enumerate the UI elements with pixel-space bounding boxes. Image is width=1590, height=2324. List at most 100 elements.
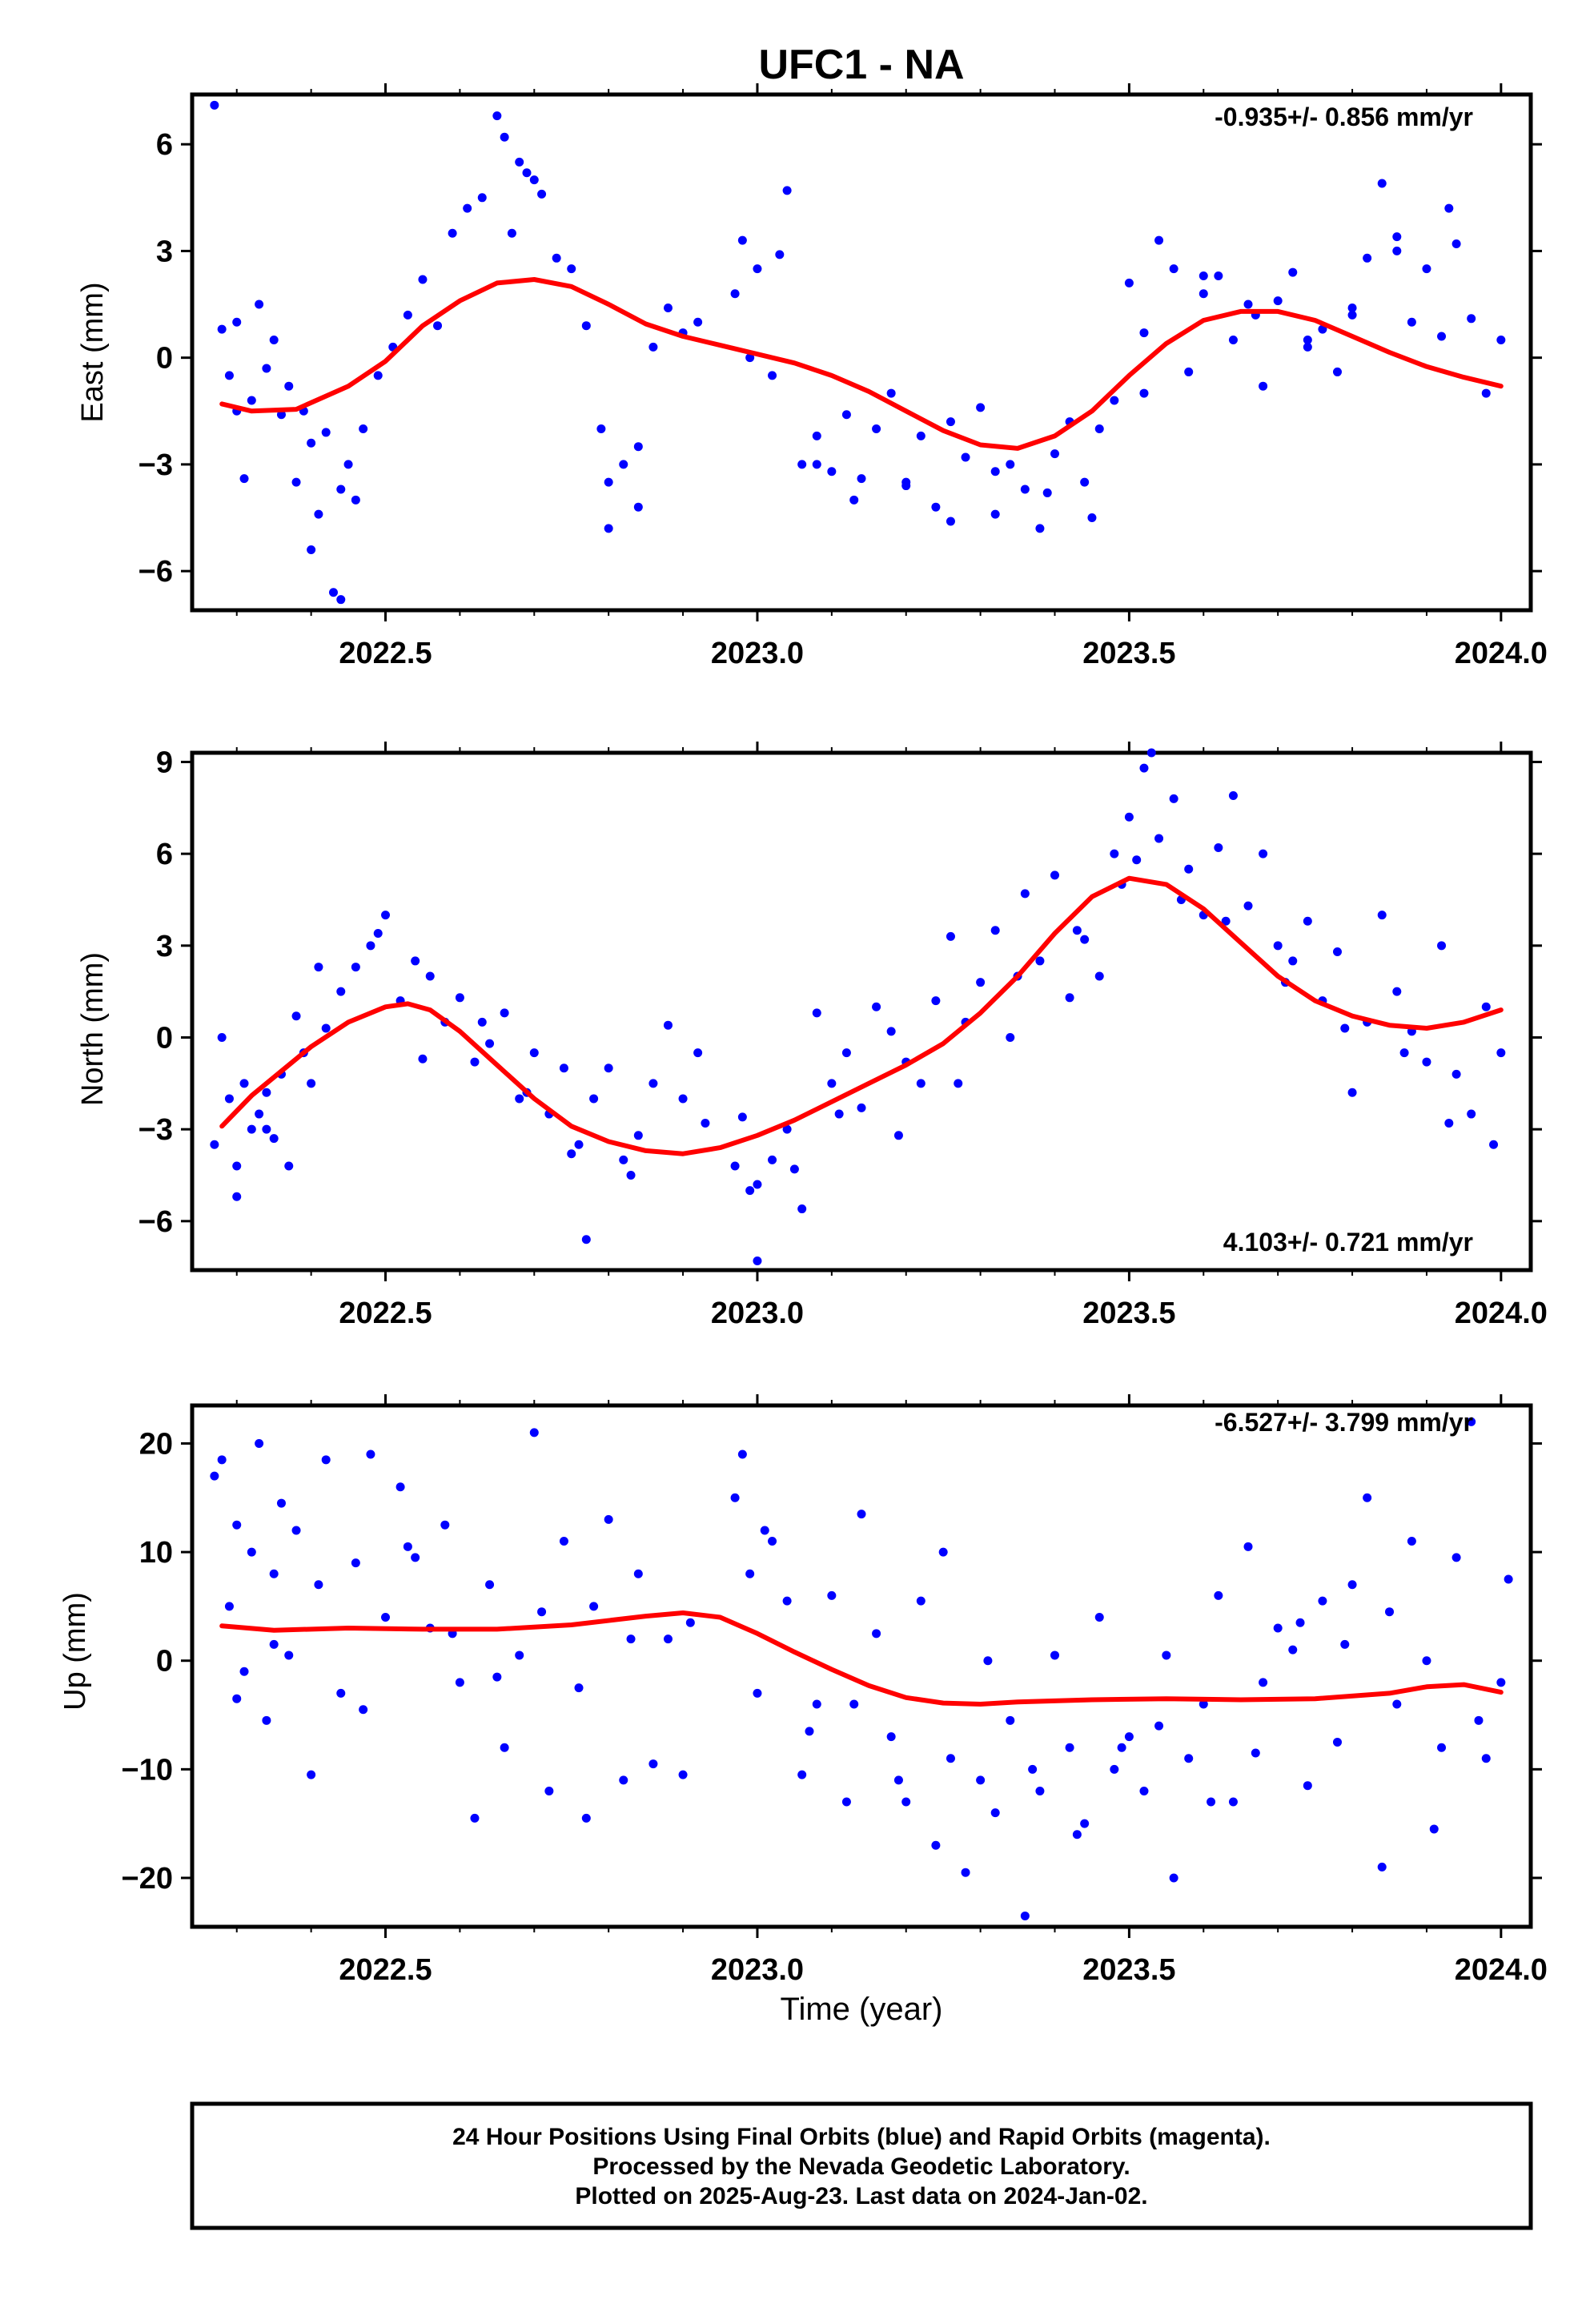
footer-box bbox=[190, 2101, 1533, 2230]
up-data-point bbox=[1392, 1699, 1402, 1709]
north-panel: 2022.5 2023.0 2023.5 2024.0 −6 −3 0 3 6 9 bbox=[139, 742, 1548, 1330]
east-data-point bbox=[403, 310, 412, 320]
east-data-point bbox=[1467, 314, 1476, 324]
up-data-point bbox=[1020, 1911, 1030, 1920]
east-data-point bbox=[477, 193, 487, 203]
east-data-point bbox=[737, 235, 747, 245]
east-data-point bbox=[433, 321, 443, 331]
east-x-tick-label: 2024.0 bbox=[1455, 637, 1548, 670]
up-data-point bbox=[269, 1569, 279, 1578]
north-data-point bbox=[232, 1161, 242, 1171]
north-data-point bbox=[500, 1008, 509, 1018]
north-data-point bbox=[232, 1192, 242, 1201]
east-data-point bbox=[1214, 271, 1223, 281]
up-data-point bbox=[411, 1553, 420, 1562]
east-y-tick-label: 6 bbox=[156, 128, 173, 162]
up-data-point bbox=[395, 1482, 405, 1492]
up-data-point bbox=[626, 1634, 636, 1644]
north-data-point bbox=[827, 1079, 837, 1088]
up-data-point bbox=[946, 1754, 955, 1763]
up-data-point bbox=[1377, 1862, 1387, 1872]
north-data-point bbox=[351, 963, 360, 972]
up-data-point bbox=[455, 1678, 464, 1687]
north-plot-frame bbox=[190, 750, 1533, 1273]
east-data-point bbox=[1347, 310, 1357, 320]
east-y-tick-label: −6 bbox=[139, 555, 173, 589]
up-x-tick-label: 2023.0 bbox=[711, 1953, 804, 1987]
east-data-point bbox=[581, 321, 591, 331]
north-data-point bbox=[633, 1131, 643, 1140]
east-data-point bbox=[990, 509, 1000, 519]
north-data-point bbox=[1214, 842, 1223, 852]
north-data-point bbox=[954, 1079, 963, 1088]
up-y-tick-label: 0 bbox=[156, 1645, 173, 1679]
up-data-point bbox=[916, 1596, 925, 1606]
east-panel: 2022.5 2023.0 2023.5 2024.0 −6 −3 0 3 6 bbox=[139, 83, 1548, 670]
up-data-point bbox=[500, 1743, 509, 1752]
up-data-point bbox=[1080, 1819, 1090, 1828]
north-data-point bbox=[872, 1002, 881, 1011]
up-data-point bbox=[1207, 1797, 1216, 1807]
east-data-point bbox=[210, 100, 219, 110]
up-data-point bbox=[805, 1727, 814, 1736]
north-data-point bbox=[373, 929, 383, 939]
north-data-point bbox=[1154, 834, 1164, 843]
north-data-point bbox=[604, 1063, 613, 1073]
east-data-point bbox=[1139, 388, 1149, 398]
north-data-point bbox=[1303, 916, 1312, 926]
east-data-point bbox=[1444, 203, 1454, 213]
east-data-point bbox=[1303, 342, 1312, 352]
east-data-point bbox=[886, 388, 896, 398]
north-data-point bbox=[262, 1124, 271, 1134]
east-data-point bbox=[1080, 477, 1090, 487]
north-fit-line bbox=[219, 875, 1504, 1156]
east-data-point bbox=[648, 342, 658, 352]
up-data-point bbox=[901, 1797, 911, 1807]
east-data-point bbox=[663, 303, 673, 312]
up-data-point bbox=[210, 1471, 219, 1481]
north-data-point bbox=[425, 971, 435, 981]
north-x-tick-label: 2023.5 bbox=[1082, 1297, 1175, 1330]
up-data-point bbox=[730, 1493, 740, 1502]
north-data-point bbox=[381, 911, 391, 920]
east-data-point bbox=[946, 517, 955, 526]
east-data-point bbox=[812, 431, 821, 440]
up-data-point bbox=[217, 1455, 227, 1465]
up-data-point bbox=[255, 1438, 264, 1448]
north-data-point bbox=[1110, 849, 1119, 858]
up-data-point bbox=[1504, 1574, 1513, 1584]
north-data-point bbox=[1489, 1140, 1499, 1149]
east-data-point bbox=[1481, 388, 1491, 398]
up-data-point bbox=[269, 1639, 279, 1649]
east-data-point bbox=[284, 381, 294, 391]
east-data-point bbox=[1437, 332, 1447, 341]
east-data-point bbox=[753, 264, 762, 274]
up-data-point bbox=[232, 1520, 242, 1530]
east-data-point bbox=[946, 417, 955, 427]
east-data-point bbox=[1035, 524, 1045, 533]
north-data-point bbox=[515, 1094, 524, 1104]
up-y-axis-label: Up (mm) bbox=[58, 1592, 92, 1711]
north-data-point bbox=[730, 1161, 740, 1171]
east-data-point bbox=[537, 189, 547, 199]
up-data-point bbox=[797, 1770, 807, 1779]
east-data-point bbox=[782, 186, 792, 195]
up-data-point bbox=[849, 1699, 859, 1709]
east-data-point bbox=[596, 424, 606, 433]
east-data-point bbox=[1392, 232, 1402, 242]
up-data-point bbox=[314, 1580, 323, 1590]
north-data-point bbox=[247, 1124, 256, 1134]
north-data-point bbox=[284, 1161, 294, 1171]
north-data-point bbox=[1124, 812, 1134, 822]
east-y-tick-label: 0 bbox=[156, 342, 173, 376]
east-data-point bbox=[1451, 239, 1461, 249]
east-data-point bbox=[448, 228, 457, 238]
up-data-point bbox=[1006, 1715, 1015, 1725]
up-data-point bbox=[559, 1537, 568, 1546]
north-data-point bbox=[886, 1027, 896, 1036]
north-x-tick-label: 2023.0 bbox=[711, 1297, 804, 1330]
north-x-tick-label: 2024.0 bbox=[1455, 1297, 1548, 1330]
east-data-point bbox=[255, 300, 264, 309]
north-data-point bbox=[1399, 1048, 1409, 1058]
